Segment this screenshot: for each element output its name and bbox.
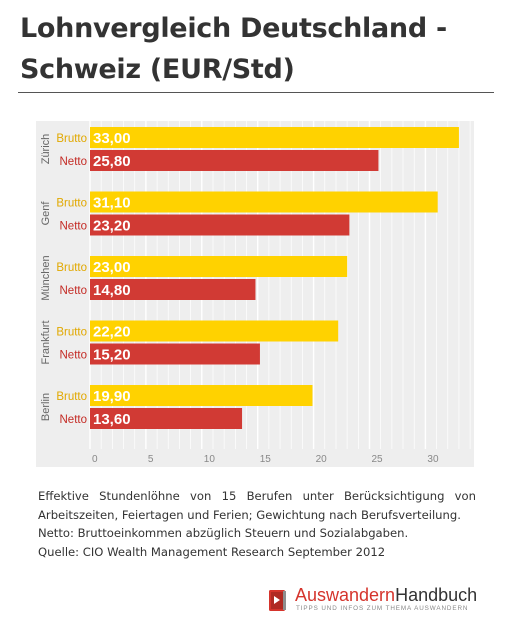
title-line-1: Lohnvergleich Deutschland - <box>20 13 447 44</box>
bar-brutto <box>90 191 438 213</box>
bar-brutto <box>90 127 459 148</box>
x-tick-label: 5 <box>148 454 154 465</box>
caption-description: Effektive Stundenlöhne von 15 Berufen un… <box>38 489 476 522</box>
category-label: München <box>40 255 52 300</box>
bar-brutto <box>90 256 348 277</box>
data-label: 14,80 <box>93 282 131 299</box>
category-label: Zürich <box>40 134 52 165</box>
bar-netto <box>90 150 379 171</box>
logo-tagline: TIPPS UND INFOS ZUM THEMA AUSWANDERN <box>296 605 469 612</box>
category-label: Frankfurt <box>40 320 52 364</box>
series-label: Brutto <box>56 262 87 274</box>
brand-logo[interactable]: AuswandernHandbuch TIPPS UND INFOS ZUM T… <box>260 584 510 616</box>
category-label: Berlin <box>40 393 52 421</box>
bar-netto <box>90 279 256 300</box>
series-label: Netto <box>60 350 88 362</box>
chart-caption: Effektive Stundenlöhne von 15 Berufen un… <box>38 487 476 561</box>
series-label: Brutto <box>56 391 87 403</box>
x-tick-label: 20 <box>316 454 328 465</box>
series-label: Netto <box>60 414 88 426</box>
data-label: 23,20 <box>93 218 131 235</box>
caption-source: Quelle: CIO Wealth Management Research S… <box>38 544 386 559</box>
title-line-2: Schweiz (EUR/Std) <box>20 54 295 85</box>
series-label: Netto <box>60 285 88 297</box>
bar-brutto <box>90 320 339 342</box>
data-label: 23,00 <box>93 259 131 276</box>
data-label: 22,20 <box>93 324 131 341</box>
data-label: 13,60 <box>93 411 131 428</box>
x-tick-label: 15 <box>260 454 272 465</box>
series-label: Brutto <box>56 133 87 145</box>
data-label: 19,90 <box>93 388 131 405</box>
x-tick-label: 25 <box>372 454 384 465</box>
bar-netto <box>90 343 260 365</box>
title-divider <box>18 92 494 93</box>
series-label: Netto <box>60 156 88 168</box>
series-label: Netto <box>60 221 88 233</box>
data-label: 15,20 <box>93 347 131 364</box>
wage-comparison-chart: 0 5 10 15 20 25 30 Zürich Brutto 33,00 Netto 25,80 G… <box>36 121 474 467</box>
logo-wordmark: AuswandernHandbuch <box>295 585 478 605</box>
page-title: Lohnvergleich Deutschland - Schweiz (EUR… <box>20 8 500 90</box>
bar-netto <box>90 408 243 429</box>
bar-brutto <box>90 385 313 406</box>
x-tick-label: 10 <box>204 454 216 465</box>
bar-netto <box>90 214 350 236</box>
caption-netto-note: Netto: Bruttoeinkommen abzüglich Steuern… <box>38 526 409 541</box>
data-label: 31,10 <box>93 195 131 212</box>
series-label: Brutto <box>56 327 87 339</box>
book-icon <box>269 590 286 611</box>
data-label: 25,80 <box>93 153 131 170</box>
x-tick-label: 30 <box>427 454 439 465</box>
category-label: Genf <box>40 201 52 226</box>
series-label: Brutto <box>56 198 87 210</box>
x-tick-label: 0 <box>92 454 98 465</box>
data-label: 33,00 <box>93 130 131 147</box>
